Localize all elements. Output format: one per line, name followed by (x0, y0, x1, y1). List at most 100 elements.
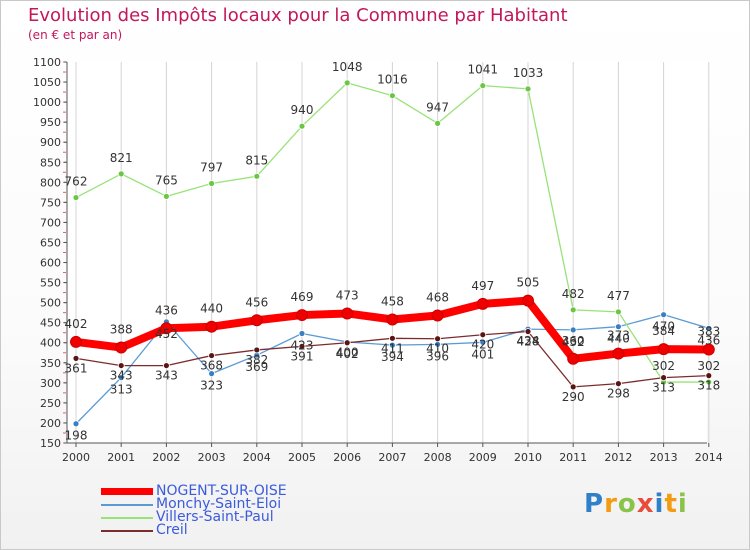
logo-letter: t (664, 489, 678, 519)
legend-item: Monchy-Saint-Eloi (101, 497, 287, 511)
data-label: 470 (652, 320, 675, 334)
data-point (569, 383, 577, 391)
data-label: 423 (291, 339, 314, 353)
data-point (615, 308, 622, 316)
data-point (208, 370, 216, 378)
data-point (705, 324, 713, 332)
y-tick-label: 800 (40, 176, 61, 189)
legend: NOGENT-SUR-OISE Monchy-Saint-Eloi Villers-… (101, 484, 287, 537)
data-label: 343 (110, 369, 133, 383)
data-point (343, 79, 351, 87)
data-label: 402 (65, 317, 88, 331)
data-label: 388 (110, 323, 133, 337)
x-tick-label: 2005 (288, 451, 316, 464)
data-point (298, 342, 306, 350)
data-point (524, 328, 532, 335)
x-tick-label: 2010 (514, 451, 542, 464)
data-label: 821 (110, 151, 133, 165)
data-label: 765 (155, 173, 178, 187)
data-point (388, 334, 396, 342)
y-tick-label: 1100 (33, 56, 61, 69)
y-tick-label: 500 (40, 297, 61, 310)
data-label: 468 (426, 290, 449, 304)
data-point (434, 119, 442, 127)
legend-swatch (101, 488, 153, 495)
data-label: 361 (65, 361, 88, 375)
y-tick-label: 350 (40, 357, 61, 370)
data-label: 452 (155, 327, 178, 341)
data-point (479, 331, 487, 339)
y-tick-label: 600 (40, 257, 61, 270)
data-label: 411 (381, 341, 404, 355)
data-label: 420 (471, 338, 494, 352)
data-point (660, 374, 667, 382)
data-point (522, 294, 534, 307)
data-label: 382 (245, 353, 268, 367)
chart-title: Evolution des Impôts locaux pour la Comm… (28, 5, 568, 26)
data-label: 394 (381, 350, 404, 364)
x-tick-label: 2013 (650, 451, 678, 464)
data-point (341, 307, 354, 320)
chart-subtitle: (en € et par an) (28, 28, 123, 42)
logo-letter: x (636, 489, 655, 519)
data-point (250, 314, 263, 327)
data-label: 482 (562, 287, 585, 301)
logo-letter: r (604, 489, 618, 519)
data-label: 368 (200, 359, 223, 373)
data-point (388, 92, 396, 100)
legend-item: Villers-Saint-Paul (101, 510, 287, 524)
data-point (386, 313, 399, 326)
y-tick-label: 750 (40, 196, 61, 209)
x-tick-label: 2001 (107, 451, 135, 464)
x-tick-label: 2009 (469, 451, 497, 464)
data-label: 369 (245, 360, 268, 374)
data-point (705, 378, 713, 386)
data-label: 343 (155, 369, 178, 383)
logo-letter: i (654, 489, 665, 519)
y-tick-label: 550 (40, 277, 61, 290)
data-label: 323 (200, 379, 223, 393)
data-point (205, 320, 218, 333)
data-label: 360 (562, 334, 585, 348)
data-label: 477 (607, 289, 630, 303)
data-point (253, 172, 261, 180)
data-point (660, 311, 667, 319)
y-tick-label: 200 (40, 417, 61, 430)
data-point (612, 347, 625, 360)
data-point (705, 372, 713, 380)
data-point (72, 354, 80, 362)
legend-item: Creil (101, 523, 287, 537)
x-tick-label: 2000 (62, 451, 90, 464)
data-label: 432 (562, 335, 585, 349)
logo-letter: i (677, 489, 688, 519)
data-label: 762 (65, 175, 88, 189)
legend-item: NOGENT-SUR-OISE (101, 484, 287, 498)
logo-letter: o (617, 489, 637, 519)
data-point (431, 309, 444, 322)
data-point (615, 380, 622, 388)
x-tick-label: 2011 (559, 451, 587, 464)
data-label: 815 (245, 153, 268, 167)
data-point (208, 352, 216, 359)
data-label: 1016 (377, 73, 408, 87)
data-point (70, 335, 82, 348)
y-tick-label: 850 (40, 156, 61, 169)
legend-swatch (101, 516, 153, 519)
data-label: 797 (200, 161, 223, 175)
data-point (253, 346, 261, 354)
data-label: 497 (471, 279, 494, 293)
data-label: 313 (652, 381, 675, 395)
data-point (160, 322, 173, 335)
data-point (117, 170, 125, 178)
data-point (702, 343, 715, 356)
data-label: 391 (291, 349, 314, 363)
y-tick-label: 1050 (33, 76, 61, 89)
data-label: 313 (110, 383, 133, 397)
data-label: 373 (607, 329, 630, 343)
data-label: 400 (336, 346, 359, 360)
data-point (476, 297, 489, 310)
data-label: 302 (697, 359, 720, 373)
x-tick-label: 2012 (604, 451, 632, 464)
